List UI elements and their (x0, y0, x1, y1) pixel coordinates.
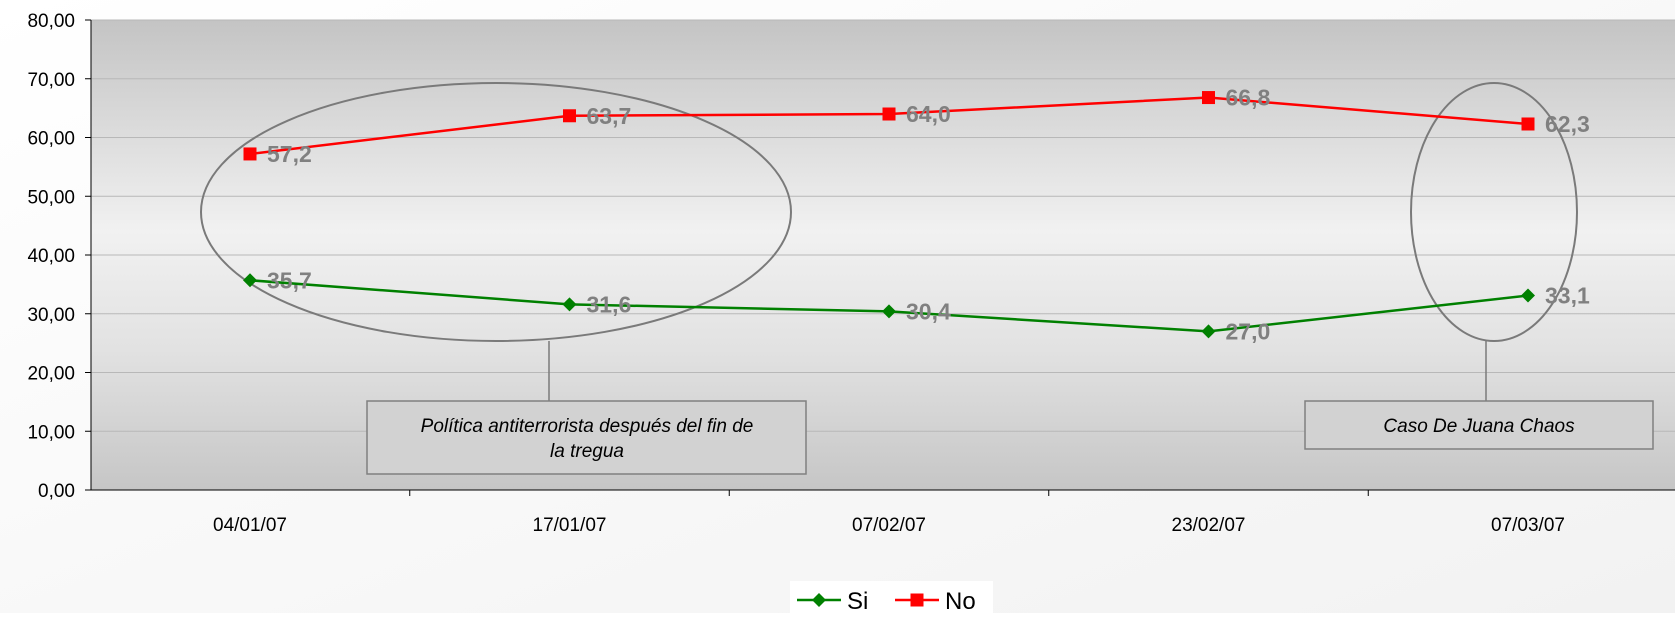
data-point-no (1202, 91, 1215, 105)
y-tick-label: 20,00 (27, 364, 75, 385)
data-point-si (243, 273, 257, 288)
y-tick-label: 30,00 (27, 305, 75, 326)
data-label-no: 62,3 (1545, 111, 1590, 137)
y-tick-label: 40,00 (27, 246, 75, 267)
legend-marker-si (812, 593, 826, 607)
x-tick-label: 04/01/07 (213, 515, 287, 536)
gridlines (91, 19, 1675, 432)
legend-label-si: Si (847, 588, 868, 613)
axes: 0,00 10,00 20,00 30,00 40,00 50,00 60,00 70,00 8… (27, 11, 1675, 536)
x-tick-label: 07/03/07 (1491, 515, 1565, 536)
legend: Si No (790, 581, 993, 615)
data-label-si: 35,7 (267, 267, 312, 293)
data-point-no (563, 109, 576, 123)
x-tick-label: 23/02/07 (1172, 515, 1246, 536)
data-label-si: 30,4 (906, 298, 951, 324)
y-tick-label: 50,00 (27, 187, 75, 208)
data-label-no: 64,0 (906, 101, 951, 127)
annotation-ellipse (1410, 82, 1578, 342)
data-label-si: 33,1 (1545, 283, 1590, 309)
y-tick-label: 80,00 (27, 11, 75, 32)
y-tick-label: 10,00 (27, 422, 75, 443)
annotation-box (1304, 400, 1654, 450)
legend-box (790, 581, 993, 613)
data-point-no (243, 147, 257, 161)
data-point-no (882, 107, 896, 121)
data-point-si (882, 304, 896, 319)
annotation-text: Caso De Juana Chaos (1383, 416, 1575, 437)
legend-marker-no (910, 593, 924, 607)
data-point-si (562, 297, 577, 312)
annotation-shapes (200, 82, 1578, 401)
x-tick-label: 17/01/07 (533, 515, 607, 536)
annotation-box (366, 400, 807, 475)
legend-label-no: No (945, 588, 976, 613)
y-tick-label: 0,00 (38, 481, 75, 502)
data-point-no (1521, 117, 1535, 131)
data-label-no: 57,2 (267, 141, 312, 167)
data-point-si (1201, 324, 1216, 339)
y-tick-label: 70,00 (27, 70, 75, 91)
annotation-text: la tregua (550, 441, 624, 462)
x-tick-label: 07/02/07 (852, 515, 926, 536)
annotation-boxes: Política antiterrorista después del fin … (366, 400, 1654, 475)
data-label-no: 66,8 (1226, 85, 1271, 111)
y-tick-label: 60,00 (27, 129, 75, 150)
series: 35,7 31,6 30,4 27,0 33,1 57,2 63,7 64,0 66,8 62,3 (243, 85, 1590, 344)
annotation-ellipse (200, 82, 792, 342)
data-label-si: 27,0 (1226, 318, 1271, 344)
data-label-no: 63,7 (587, 103, 632, 129)
data-label-si: 31,6 (587, 291, 632, 317)
data-point-si (1521, 288, 1535, 303)
annotation-text: Política antiterrorista después del fin … (421, 416, 754, 437)
